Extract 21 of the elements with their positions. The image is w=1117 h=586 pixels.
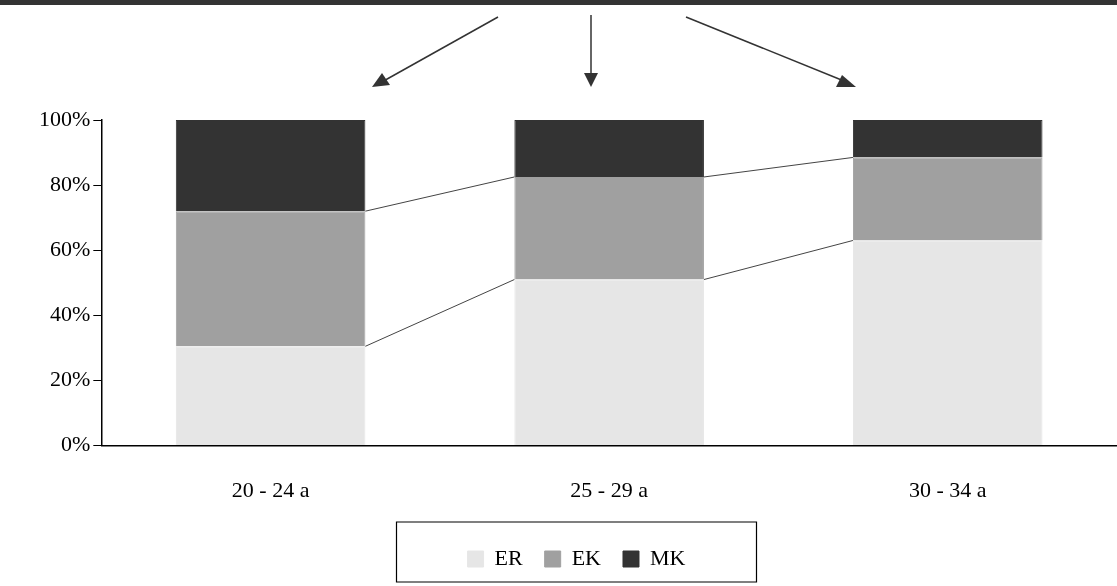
- y-tick-label: 0%: [61, 431, 91, 457]
- x-tick-label: 25 - 29 a: [570, 476, 649, 502]
- legend-label: MK: [649, 544, 686, 570]
- y-tick-label: 40%: [50, 301, 91, 327]
- bar: [852, 120, 1043, 158]
- bar: [514, 176, 704, 280]
- bar: [514, 120, 704, 177]
- x-tick-label: 30 - 34 a: [908, 476, 987, 502]
- bar: [175, 346, 366, 446]
- y-tick-label: 80%: [50, 170, 91, 196]
- x-tick-label: 20 - 24 a: [231, 476, 310, 502]
- bar: [514, 279, 704, 446]
- y-tick-label: 100%: [39, 105, 91, 131]
- bar: [175, 211, 366, 347]
- bar: [852, 240, 1043, 446]
- y-tick-label: 60%: [50, 236, 91, 262]
- legend-label: ER: [494, 544, 523, 570]
- bar: [175, 120, 366, 212]
- legend-label: EK: [571, 544, 602, 570]
- y-tick-label: 20%: [50, 366, 91, 392]
- bar: [852, 157, 1043, 241]
